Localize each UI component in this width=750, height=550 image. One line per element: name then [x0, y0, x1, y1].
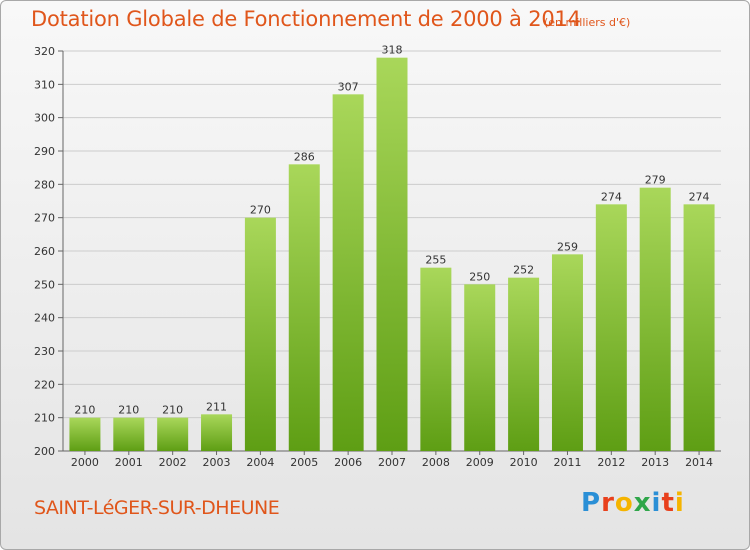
x-tick-label: 2000 [71, 456, 99, 469]
y-tick-label: 220 [34, 378, 55, 391]
logo-letter: i [674, 488, 685, 518]
data-label: 259 [557, 240, 578, 253]
logo-letter: x [633, 488, 652, 518]
y-tick-label: 210 [34, 412, 55, 425]
bar-2006 [332, 94, 364, 451]
x-tick-label: 2011 [553, 456, 581, 469]
y-tick-label: 250 [34, 278, 55, 291]
proxiti-logo[interactable]: Proxiti [581, 488, 685, 518]
chart-unit: (en milliers d'€) [544, 16, 631, 29]
logo-letter: i [651, 488, 662, 518]
bar-2008 [420, 267, 452, 451]
data-label: 252 [513, 264, 534, 277]
y-tick-label: 200 [34, 445, 55, 458]
data-label: 255 [425, 254, 446, 267]
bar-2003 [201, 414, 233, 451]
x-tick-label: 2001 [115, 456, 143, 469]
y-tick-label: 270 [34, 212, 55, 225]
logo-letter: P [581, 488, 602, 518]
x-tick-label: 2009 [466, 456, 494, 469]
x-tick-label: 2006 [334, 456, 362, 469]
data-label: 274 [601, 190, 622, 203]
x-tick-label: 2008 [422, 456, 450, 469]
bar-2009 [464, 284, 496, 451]
data-label: 307 [338, 80, 359, 93]
bar-2012 [595, 204, 627, 451]
data-label: 270 [250, 204, 271, 217]
bar-2014 [683, 204, 715, 451]
bar-2000 [69, 417, 101, 451]
x-tick-label: 2013 [641, 456, 669, 469]
logo-letter: t [661, 488, 675, 518]
bar-2010 [508, 277, 540, 451]
x-tick-label: 2004 [246, 456, 274, 469]
y-tick-label: 260 [34, 245, 55, 258]
y-tick-label: 300 [34, 112, 55, 125]
data-label: 318 [382, 44, 403, 57]
x-tick-label: 2014 [685, 456, 713, 469]
commune-name: SAINT-LéGER-SUR-DHEUNE [34, 497, 280, 519]
bar-2004 [244, 217, 276, 451]
data-label: 250 [469, 270, 490, 283]
x-tick-label: 2003 [203, 456, 231, 469]
data-label: 210 [162, 404, 183, 417]
y-tick-label: 290 [34, 145, 55, 158]
x-tick-label: 2010 [510, 456, 538, 469]
x-tick-label: 2012 [597, 456, 625, 469]
logo-letter: o [614, 488, 634, 518]
data-label: 210 [74, 404, 95, 417]
bar-2011 [551, 254, 583, 451]
x-tick-label: 2002 [159, 456, 187, 469]
bars [69, 57, 715, 452]
labels: 210 2000 210 2001 210 2002 211 2003 270 2004 286 20… [71, 44, 713, 469]
y-tick-label: 310 [34, 78, 55, 91]
bar-2001 [113, 417, 145, 451]
data-label: 274 [689, 190, 710, 203]
y-tick-label: 230 [34, 345, 55, 358]
data-label: 210 [118, 404, 139, 417]
y-tick-label: 320 [34, 45, 55, 58]
y-tick-label: 280 [34, 178, 55, 191]
bar-2007 [376, 57, 408, 452]
bar-2002 [157, 417, 189, 451]
bar-2013 [639, 187, 671, 451]
x-tick-label: 2007 [378, 456, 406, 469]
bar-2005 [288, 164, 320, 452]
data-label: 279 [645, 174, 666, 187]
data-label: 211 [206, 400, 227, 413]
y-tick-label: 240 [34, 312, 55, 325]
chart-title: Dotation Globale de Fonctionnement de 20… [31, 7, 581, 31]
data-label: 286 [294, 150, 315, 163]
logo-letter: r [601, 488, 615, 518]
x-tick-label: 2005 [290, 456, 318, 469]
